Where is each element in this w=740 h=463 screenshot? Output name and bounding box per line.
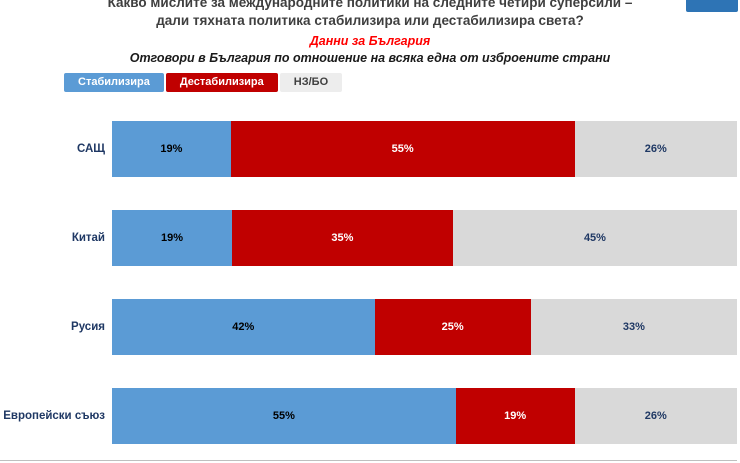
bar-segment: 33% [530,298,737,355]
bar-segment: 55% [112,387,456,444]
chart-title-line2: дали тяхната политика стабилизира или де… [156,13,584,28]
legend-item-1: Стабилизира [64,73,164,92]
chart-header: Какво мислите за международните политики… [0,0,740,65]
bar-segment: 55% [230,120,575,177]
value-label: 19% [504,409,527,422]
bar-segment: 42% [112,298,375,355]
subtitle-description: Отговори в България по отношение на всяк… [129,51,611,65]
value-label: 35% [331,231,354,244]
value-label: 45% [583,231,606,244]
category-label: САЩ [76,142,105,155]
stacked-bar: 19% 55% 26% [112,120,737,177]
stacked-bar: 42% 25% 33% [112,298,737,355]
value-label: 19% [160,142,183,155]
stacked-bar-chart: САЩ 19% 55% 26% Китай 19% 35% 45% Русия 42% 25% 33%… [0,104,737,461]
bar-row: Китай 19% 35% 45% [0,193,737,282]
bar-row: Европейски съюз 55% 19% 26% [0,371,737,460]
bar-segment: 19% [455,387,575,444]
stacked-bar: 19% 35% 45% [112,209,737,266]
bar-segment: 19% [112,120,231,177]
category-label: Китай [71,231,105,244]
bar-segment: 26% [574,120,737,177]
value-label: 26% [644,142,667,155]
category-label: Русия [71,320,105,333]
chart-title-line1: Какво мислите за международните политики… [107,0,633,10]
legend-item-3: НЗ/БО [279,73,343,92]
bar-segment: 35% [231,209,453,266]
bar-segment: 26% [574,387,737,444]
category-label: Европейски съюз [3,409,105,422]
value-label: 26% [644,409,667,422]
value-label: 19% [160,231,183,244]
value-label: 33% [622,320,645,333]
subtitle-data-note: Данни за България [309,34,431,48]
value-label: 25% [441,320,464,333]
value-label: 42% [232,320,255,333]
chart-title: Какво мислите за международните политики… [70,0,670,30]
bar-segment: 19% [112,209,232,266]
logo-badge [686,0,738,12]
bar-segment: 45% [452,209,737,266]
bar-row: Русия 42% 25% 33% [0,282,737,371]
bar-segment: 25% [374,298,531,355]
bar-row: САЩ 19% 55% 26% [0,104,737,193]
stacked-bar: 55% 19% 26% [112,387,737,444]
legend: Стабилизира Дестабилизира НЗ/БО [64,73,740,92]
value-label: 55% [272,409,295,422]
value-label: 55% [391,142,414,155]
legend-item-2: Дестабилизира [165,73,278,92]
